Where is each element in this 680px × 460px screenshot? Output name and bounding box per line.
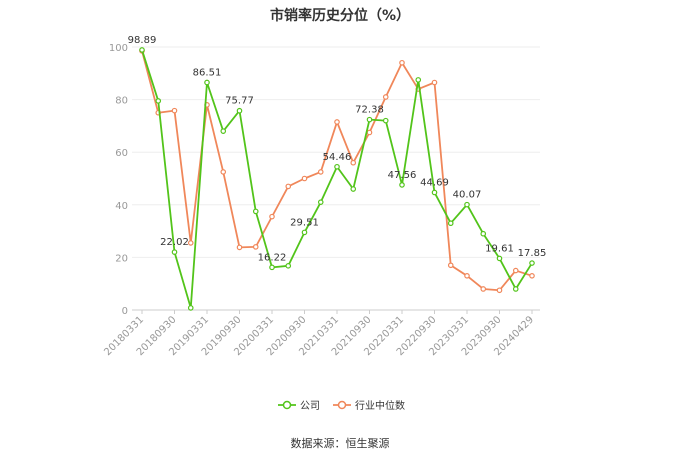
industry-median-point[interactable] xyxy=(220,169,227,175)
company-point[interactable] xyxy=(285,263,292,269)
legend-label: 公司 xyxy=(300,401,320,412)
y-tick-label: 0 xyxy=(122,306,128,317)
industry-median-point[interactable] xyxy=(252,244,259,250)
data-label-layer: 98.89 22.02 86.51 75.77 16.22 29.51 54.46 72.38… xyxy=(128,35,547,263)
y-tick-label: 20 xyxy=(115,253,128,264)
company-point[interactable] xyxy=(236,107,243,114)
company-point[interactable] xyxy=(447,220,454,227)
company-point[interactable] xyxy=(187,305,194,311)
industry-median-point[interactable] xyxy=(317,169,324,175)
company-point[interactable] xyxy=(269,264,275,271)
industry-median-point[interactable] xyxy=(382,94,389,100)
industry-median-point[interactable] xyxy=(301,175,308,182)
data-label: 40.07 xyxy=(453,190,482,201)
company-point[interactable] xyxy=(220,128,227,134)
company-point[interactable] xyxy=(529,260,535,266)
industry-median-point[interactable] xyxy=(269,213,275,220)
industry-median-point[interactable] xyxy=(464,273,470,279)
industry-median-point[interactable] xyxy=(529,273,535,279)
legend-swatch-marker xyxy=(282,400,292,410)
industry-median-point[interactable] xyxy=(431,79,438,86)
y-tick-label: 40 xyxy=(115,201,128,212)
data-label: 19.61 xyxy=(485,243,514,254)
data-label: 44.69 xyxy=(420,177,449,188)
company-point[interactable] xyxy=(464,201,470,208)
chart-title: 市销率历史分位（%） xyxy=(270,7,410,24)
company-point[interactable] xyxy=(334,163,340,170)
data-label: 54.46 xyxy=(323,152,352,163)
data-label: 86.51 xyxy=(193,67,222,78)
grid-layer xyxy=(132,46,540,258)
company-point[interactable] xyxy=(155,98,162,104)
company-point[interactable] xyxy=(415,77,422,83)
y-tick-label: 60 xyxy=(115,148,128,159)
company-point[interactable] xyxy=(399,182,405,188)
company-point[interactable] xyxy=(496,255,503,262)
industry-median-point[interactable] xyxy=(399,59,405,66)
data-label: 98.89 xyxy=(128,35,157,46)
industry-median-point[interactable] xyxy=(187,240,194,246)
company-point[interactable] xyxy=(431,189,438,196)
industry-median-point[interactable] xyxy=(512,267,519,274)
data-label: 22.02 xyxy=(160,237,189,248)
series-layer xyxy=(139,47,535,311)
company-point[interactable] xyxy=(252,208,259,215)
y-tick-label: 100 xyxy=(109,43,128,54)
company-point[interactable] xyxy=(480,230,487,237)
company-point[interactable] xyxy=(366,116,373,123)
data-label: 47.56 xyxy=(388,170,417,181)
legend-swatch-marker xyxy=(337,400,347,410)
legend[interactable]: 公司 行业中位数 xyxy=(278,399,405,412)
company-point[interactable] xyxy=(139,47,145,53)
industry-median-point[interactable] xyxy=(334,119,340,125)
industry-median-point[interactable] xyxy=(285,183,292,190)
industry-median-point[interactable] xyxy=(480,286,487,292)
industry-median-point[interactable] xyxy=(171,107,178,114)
company-point[interactable] xyxy=(350,186,357,192)
industry-median-point[interactable] xyxy=(496,287,503,294)
legend-label: 行业中位数 xyxy=(355,399,405,412)
legend-item-company[interactable]: 公司 xyxy=(278,400,320,412)
data-label: 16.22 xyxy=(258,252,287,263)
company-point[interactable] xyxy=(204,79,210,86)
industry-median-point[interactable] xyxy=(236,244,243,251)
legend-item-industry-median[interactable]: 行业中位数 xyxy=(333,399,405,412)
company-point[interactable] xyxy=(512,286,519,292)
company-line xyxy=(141,49,533,309)
data-label: 17.85 xyxy=(518,248,547,259)
company-point[interactable] xyxy=(317,199,324,205)
company-point[interactable] xyxy=(382,117,389,124)
data-label: 75.77 xyxy=(225,96,254,107)
industry-median-point[interactable] xyxy=(350,159,357,166)
industry-median-point[interactable] xyxy=(447,262,454,269)
y-tick-label: 80 xyxy=(115,96,128,107)
company-point[interactable] xyxy=(301,229,308,236)
industry-median-point[interactable] xyxy=(366,129,373,136)
data-label: 29.51 xyxy=(290,217,319,228)
data-label: 72.38 xyxy=(355,105,384,116)
chart-source: 数据来源：恒生聚源 xyxy=(291,436,390,450)
company-point[interactable] xyxy=(171,249,178,255)
